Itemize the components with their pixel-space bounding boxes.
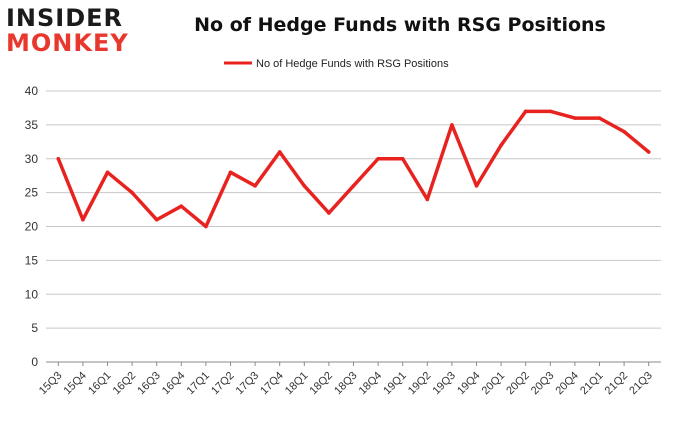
data-point-18Q2 bbox=[327, 211, 331, 215]
data-point-20Q2 bbox=[523, 109, 528, 114]
y-tick-label-15: 15 bbox=[25, 253, 39, 267]
data-point-19Q2 bbox=[425, 197, 430, 202]
y-tick-label-40: 40 bbox=[25, 84, 39, 98]
x-tick-label-17Q3: 17Q3 bbox=[234, 370, 262, 398]
x-tick-label-16Q4: 16Q4 bbox=[160, 370, 188, 398]
x-tick-label-21Q2: 21Q2 bbox=[603, 370, 631, 398]
insider-monkey-logo: INSIDER MONKEY bbox=[6, 4, 130, 57]
logo-line-2: MONKEY bbox=[6, 29, 129, 57]
data-point-20Q3 bbox=[548, 109, 553, 114]
x-tick-label-20Q2: 20Q2 bbox=[504, 370, 532, 398]
data-point-18Q3 bbox=[351, 184, 356, 188]
y-tick-label-35: 35 bbox=[25, 118, 39, 132]
data-point-19Q4 bbox=[474, 184, 479, 188]
x-tick-label-20Q1: 20Q1 bbox=[480, 370, 508, 398]
x-tick-label-18Q1: 18Q1 bbox=[283, 370, 311, 398]
data-point-17Q2 bbox=[228, 170, 233, 175]
data-point-16Q1 bbox=[105, 170, 110, 175]
x-tick-label-16Q3: 16Q3 bbox=[135, 370, 163, 398]
x-tick-label-18Q2: 18Q2 bbox=[307, 370, 335, 398]
y-tick-label-0: 0 bbox=[31, 355, 38, 369]
logo-line-1: INSIDER bbox=[6, 4, 124, 32]
data-point-16Q3 bbox=[154, 217, 159, 222]
y-tick-label-30: 30 bbox=[25, 152, 39, 166]
data-point-15Q4 bbox=[81, 217, 85, 222]
x-tick-label-20Q3: 20Q3 bbox=[529, 370, 557, 398]
data-point-21Q2 bbox=[622, 129, 626, 134]
y-tick-label-5: 5 bbox=[31, 321, 38, 335]
x-tick-label-19Q1: 19Q1 bbox=[381, 370, 409, 398]
x-tick-label-19Q3: 19Q3 bbox=[430, 370, 458, 398]
legend-label: No of Hedge Funds with RSG Positions bbox=[256, 58, 449, 70]
x-tick-label-17Q1: 17Q1 bbox=[184, 370, 212, 398]
series-layer bbox=[56, 109, 651, 229]
data-point-20Q1 bbox=[499, 143, 503, 147]
x-tick-label-16Q2: 16Q2 bbox=[111, 370, 139, 398]
data-point-16Q2 bbox=[130, 190, 134, 195]
x-tick-label-16Q1: 16Q1 bbox=[86, 370, 114, 398]
x-tick-label-17Q2: 17Q2 bbox=[209, 370, 237, 398]
x-tick-label-15Q3: 15Q3 bbox=[37, 370, 65, 398]
data-point-18Q1 bbox=[302, 184, 307, 188]
data-point-16Q4 bbox=[179, 204, 184, 208]
data-point-15Q3 bbox=[56, 156, 61, 161]
y-tick-label-25: 25 bbox=[25, 186, 39, 200]
x-tick-label-21Q3: 21Q3 bbox=[627, 370, 655, 398]
data-point-19Q3 bbox=[450, 123, 454, 127]
data-point-21Q1 bbox=[597, 116, 602, 120]
x-tick-label-20Q4: 20Q4 bbox=[553, 370, 581, 398]
data-point-17Q3 bbox=[253, 184, 257, 188]
y-tick-label-10: 10 bbox=[25, 287, 39, 301]
data-point-17Q4 bbox=[277, 150, 282, 154]
legend: No of Hedge Funds with RSG Positions bbox=[224, 58, 449, 70]
data-point-19Q1 bbox=[400, 156, 405, 161]
data-point-17Q1 bbox=[204, 224, 208, 229]
data-point-18Q4 bbox=[376, 156, 380, 161]
axis-layer: 0 5 10 15 20 25 30 35 40 15Q315Q416Q116Q216Q316Q4… bbox=[25, 84, 655, 397]
grid-layer bbox=[46, 90, 661, 363]
data-point-20Q4 bbox=[573, 116, 577, 120]
x-tick-label-17Q4: 17Q4 bbox=[258, 370, 286, 398]
x-tick-label-19Q4: 19Q4 bbox=[455, 370, 483, 398]
x-tick-label-15Q4: 15Q4 bbox=[61, 370, 89, 398]
y-tick-label-20: 20 bbox=[25, 220, 39, 234]
series-line-0 bbox=[56, 109, 651, 229]
x-tick-label-18Q3: 18Q3 bbox=[332, 370, 360, 398]
chart-title: No of Hedge Funds with RSG Positions bbox=[194, 14, 606, 36]
x-tick-label-21Q1: 21Q1 bbox=[578, 370, 606, 398]
x-tick-label-18Q4: 18Q4 bbox=[357, 370, 385, 398]
x-tick-label-19Q2: 19Q2 bbox=[406, 370, 434, 398]
data-point-21Q3 bbox=[646, 150, 651, 154]
